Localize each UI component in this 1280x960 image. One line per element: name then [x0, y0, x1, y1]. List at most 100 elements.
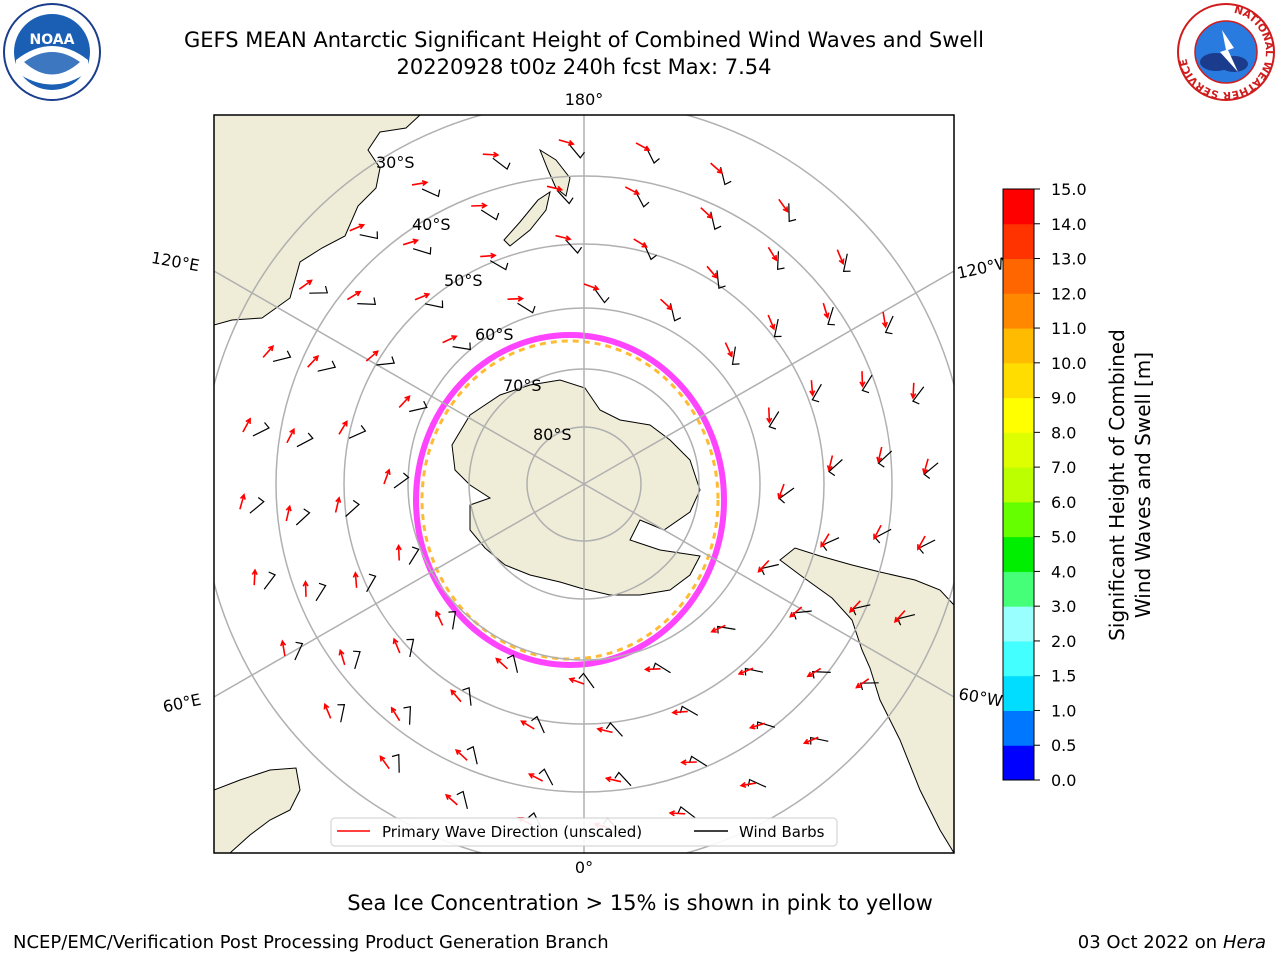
- wind-barb: [593, 287, 610, 304]
- wind-barb: [421, 188, 441, 198]
- wind-barb: [406, 638, 415, 658]
- colorbar-segment: [1003, 328, 1034, 364]
- wind-barb: [911, 386, 925, 405]
- wind-barb: [252, 422, 270, 437]
- wave-direction-arrow: [334, 496, 342, 513]
- wind-barb: [408, 546, 420, 565]
- wave-direction-arrow: [876, 446, 883, 464]
- wave-direction-arrow: [778, 198, 789, 213]
- wave-direction-arrow: [710, 624, 726, 633]
- wind-barb-layer: [249, 143, 939, 833]
- wind-barb: [391, 753, 400, 773]
- wave-direction-arrow: [411, 180, 429, 187]
- wave-direction-arrow: [383, 468, 391, 485]
- parallel-labels: 30°S 40°S 50°S 60°S 70°S 80°S: [376, 153, 572, 444]
- wind-barb: [773, 318, 782, 338]
- map-area: 30°S 40°S 50°S 60°S 70°S 80°S Primary Wa…: [214, 115, 954, 853]
- wind-barb: [731, 346, 740, 365]
- wind-barb: [353, 650, 361, 670]
- wind-barb: [272, 350, 292, 362]
- wind-barb: [359, 231, 379, 240]
- wave-direction-arrow: [917, 535, 926, 551]
- wind-barb: [652, 662, 671, 674]
- wave-direction-arrow: [809, 380, 816, 397]
- wind-barb: [337, 703, 346, 723]
- wave-direction-arrow: [873, 524, 882, 541]
- wave-direction-arrow: [527, 773, 544, 782]
- wind-barb: [538, 768, 554, 786]
- wave-direction-arrow: [766, 407, 773, 425]
- wave-direction-arrow: [826, 455, 834, 472]
- chart-title: GEFS MEAN Antarctic Significant Height o…: [183, 28, 985, 52]
- wave-direction-arrow: [671, 709, 688, 716]
- wind-barb: [861, 374, 873, 394]
- wave-direction-arrow: [767, 246, 778, 262]
- wind-barb: [828, 459, 843, 477]
- colorbar-tick-label: 0.0: [1051, 771, 1076, 790]
- wind-barb: [716, 270, 726, 290]
- wave-direction-arrow: [700, 207, 714, 220]
- wave-direction-arrow: [643, 666, 661, 673]
- wind-barb: [448, 611, 457, 630]
- wind-barb: [688, 755, 708, 767]
- colorbar-tick-label: 14.0: [1051, 215, 1087, 234]
- wave-direction-arrow: [395, 543, 402, 561]
- colorbar-segment: [1003, 640, 1034, 677]
- wave-direction-arrow: [414, 292, 431, 301]
- colorbar-segment: [1003, 571, 1034, 607]
- wind-barb: [366, 573, 377, 593]
- wind-barb: [614, 771, 632, 787]
- colorbar-border: [1002, 188, 1035, 781]
- wind-barb: [480, 209, 500, 221]
- land-new-zealand-north: [538, 148, 571, 197]
- wave-direction-arrow: [777, 483, 785, 500]
- noaa-logo-text: NOAA: [30, 32, 75, 48]
- wave-arrow-layer: [239, 139, 929, 829]
- wave-direction-arrow: [390, 706, 401, 722]
- wave-direction-arrow: [604, 776, 622, 783]
- colorbar-segment: [1003, 536, 1034, 572]
- lat-label-30s: 30°S: [376, 153, 415, 172]
- wave-direction-arrow: [802, 736, 819, 745]
- wind-barb: [412, 247, 432, 255]
- wind-barb: [348, 425, 367, 439]
- wave-direction-arrow: [402, 238, 420, 246]
- wind-barb: [466, 745, 478, 765]
- wave-direction-arrow: [558, 139, 575, 146]
- wind-barb: [768, 411, 780, 430]
- wave-direction-arrow: [893, 610, 906, 624]
- wind-barb: [317, 360, 337, 372]
- wave-direction-arrow: [239, 493, 246, 510]
- wave-direction-arrow: [251, 568, 258, 586]
- wind-barb: [634, 190, 650, 208]
- wave-direction-arrow: [444, 793, 458, 806]
- colorbar-label: Significant Height of Combined Wind Wave…: [1105, 329, 1155, 641]
- wind-barb: [249, 497, 265, 514]
- wave-direction-arrow: [659, 298, 673, 311]
- colorbar-tick-label: 3.0: [1051, 597, 1076, 616]
- land-new-zealand-south: [503, 190, 551, 247]
- colorbar-tick-label: 5.0: [1051, 528, 1076, 547]
- wind-barb: [403, 705, 412, 725]
- lon-label-60e: 60°E: [161, 690, 203, 717]
- date-stamp: 03 Oct 2022 on Hera: [1078, 932, 1266, 953]
- colorbar-tick-label: 7.0: [1051, 458, 1076, 477]
- wave-direction-arrow: [480, 252, 497, 259]
- wind-barb: [296, 432, 314, 448]
- wave-direction-arrow: [323, 702, 332, 719]
- colorbar-segment: [1003, 258, 1034, 294]
- wave-direction-arrow: [739, 781, 757, 788]
- colorbar-ticks: 0.0 0.5 1.0 1.5 2.0 3.0 4.0 5.0 6.0 7.0 8.0 9.0 10.0…: [1034, 180, 1087, 790]
- wave-direction-arrow: [668, 810, 686, 817]
- wind-barb: [517, 302, 536, 314]
- colorbar-segment: [1003, 745, 1034, 781]
- wind-barb: [376, 356, 396, 366]
- colorbar-tick-label: 13.0: [1051, 250, 1087, 269]
- wind-barb: [409, 400, 428, 413]
- wave-direction-arrow: [346, 290, 362, 301]
- lat-label-80s: 80°S: [533, 425, 572, 444]
- wave-direction-arrow: [338, 648, 346, 666]
- wave-direction-arrow: [555, 234, 572, 242]
- wind-barb: [531, 715, 545, 734]
- wind-barb: [859, 682, 879, 691]
